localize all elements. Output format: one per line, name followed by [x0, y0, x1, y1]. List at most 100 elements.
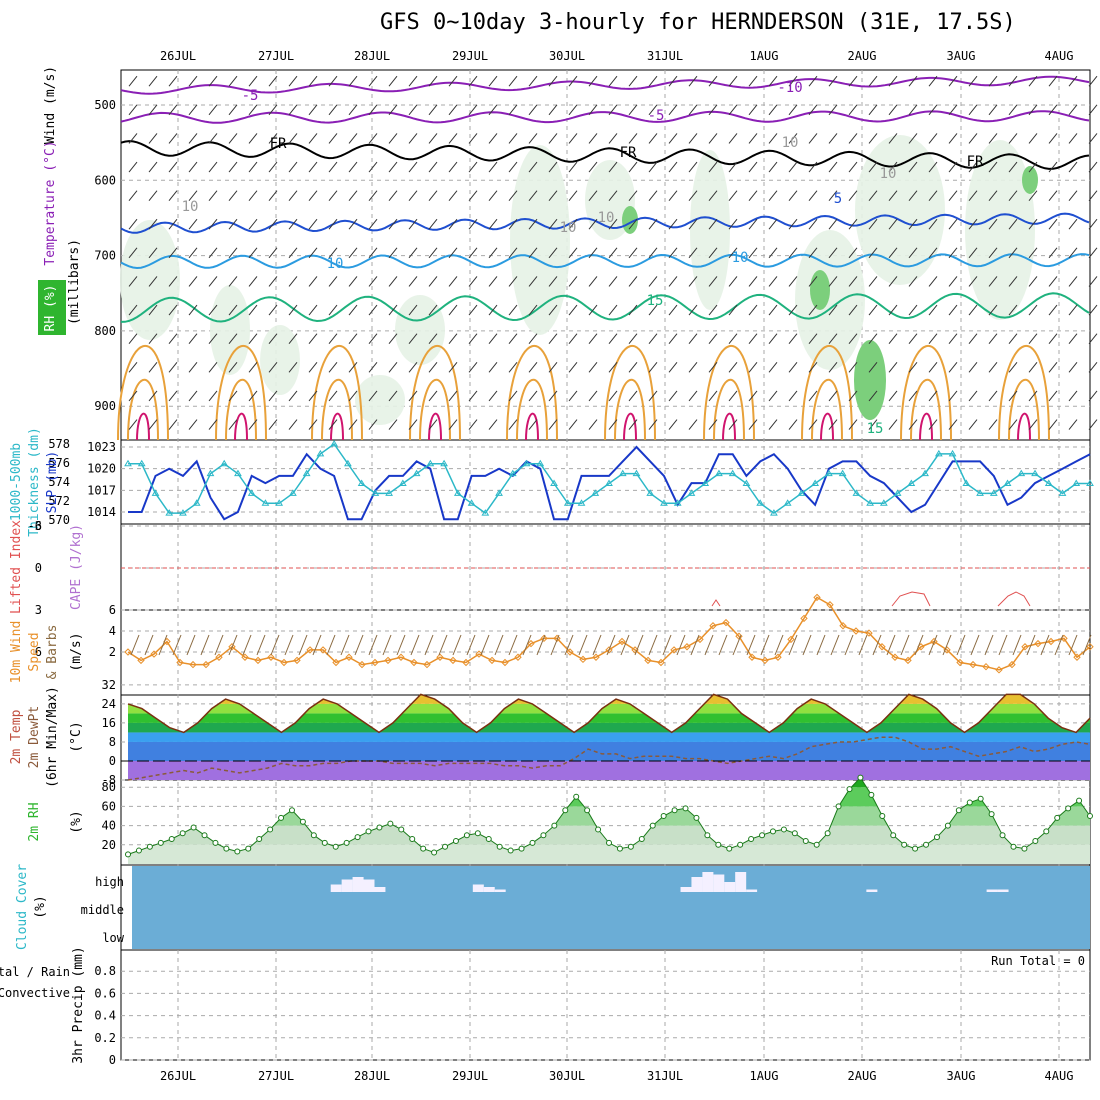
wind-barb	[148, 419, 158, 430]
wind-barb	[668, 161, 678, 173]
precip-tick: 0.6	[94, 986, 116, 1000]
wind-barb	[508, 161, 518, 173]
high-cloud-bar	[352, 877, 364, 892]
wind-speed-point	[865, 629, 873, 637]
wind-barb	[788, 104, 798, 116]
high-cloud-bar	[746, 889, 758, 892]
wind-barb	[1028, 333, 1038, 345]
wind-barb	[288, 333, 298, 345]
wind-barb	[708, 104, 718, 116]
wind-barb	[708, 276, 718, 287]
wind-barb	[928, 75, 938, 87]
surface-wind-barb	[844, 634, 854, 656]
wind-barb	[648, 362, 658, 373]
wind-barb	[588, 75, 598, 87]
wind-barb	[828, 133, 838, 144]
thickness-point	[220, 459, 229, 467]
wind-barb	[368, 104, 378, 116]
wind-barb	[1068, 419, 1078, 430]
wind-barb	[388, 161, 398, 173]
wind-barb	[168, 304, 178, 316]
wind-barb	[708, 75, 718, 87]
wind-barb	[968, 276, 978, 287]
wind-barb	[168, 247, 178, 259]
temp-band	[128, 761, 1090, 781]
rh-point	[748, 836, 755, 843]
wind-barb	[228, 276, 238, 287]
contour-label: -10	[777, 80, 802, 96]
pressure-axis-label: (millibars)	[67, 239, 82, 325]
wind-barb	[568, 75, 578, 87]
wind-barb	[868, 247, 878, 259]
surface-wind-barb	[606, 634, 616, 656]
wind-speed-point	[683, 643, 691, 651]
thickness-point	[632, 469, 641, 477]
wind-barb	[788, 362, 798, 373]
li-segment	[891, 591, 931, 607]
wind-barb	[148, 161, 158, 173]
pressure-tick: 900	[94, 399, 116, 413]
wind-barb	[1048, 276, 1058, 287]
rh-tick: 20	[102, 838, 116, 852]
rh-shading	[965, 140, 1035, 320]
precip-tick: 0.8	[94, 964, 116, 978]
thickness-point	[344, 459, 352, 467]
thickness-point	[357, 479, 366, 486]
rh-point	[868, 791, 875, 798]
wind-barb	[608, 304, 618, 316]
pressure-tick: 800	[94, 324, 116, 338]
precip-tick: 0.2	[94, 1031, 116, 1045]
temp-band	[128, 722, 1090, 733]
high-cloud-bar	[330, 884, 342, 892]
wind-barb	[588, 390, 598, 402]
wind-barb	[248, 190, 258, 201]
wind-barb	[628, 333, 638, 345]
thickness-point	[591, 489, 600, 496]
rh-point	[584, 807, 591, 814]
wind-barb	[428, 161, 438, 173]
wind-barb	[468, 161, 478, 173]
rh-point	[813, 841, 820, 848]
wind-barb	[988, 104, 998, 116]
chart-title: GFS 0~10day 3-hourly for HERNDERSON (31E…	[380, 10, 1016, 35]
wind-barb	[388, 133, 398, 144]
wind-barb	[1048, 362, 1058, 373]
wind-barb	[308, 190, 318, 201]
precip-panel	[120, 949, 1091, 1061]
wind-barb	[928, 304, 938, 316]
wind-barb	[368, 75, 378, 87]
wind-barb	[588, 419, 598, 430]
wind-speed-point	[514, 653, 522, 661]
temp-line	[127, 693, 1091, 734]
date-label-top: 4AUG	[1045, 49, 1074, 63]
wind-speed-point	[527, 639, 535, 648]
wind-barb	[468, 190, 478, 201]
wind-barb	[688, 362, 698, 373]
surface-wind-barb	[662, 634, 672, 656]
wind-barb	[908, 419, 918, 430]
wind-barb	[748, 104, 758, 116]
temp-units-axis-label: (°C)	[69, 721, 84, 752]
wind-barb	[988, 390, 998, 402]
wind-barb	[248, 161, 258, 173]
wind-barb	[168, 333, 178, 345]
thickness-tick: 578	[48, 437, 70, 451]
wind-barb	[428, 304, 438, 316]
temp-tick: -8	[102, 773, 116, 787]
thickness-point	[907, 479, 916, 486]
wind-barb	[408, 104, 418, 116]
wind-speed-point	[501, 658, 509, 667]
wind-barb	[308, 419, 318, 430]
thickness-point	[179, 509, 187, 516]
rh-shading	[260, 325, 300, 395]
wind-barb	[828, 190, 838, 201]
rh-point	[616, 845, 623, 852]
wind-barb	[948, 362, 958, 373]
wind-barb	[668, 333, 678, 345]
wind-barb	[908, 218, 918, 230]
wind-barb	[548, 276, 558, 287]
temp-contour-25	[516, 378, 548, 441]
surface-wind-barb	[830, 634, 840, 656]
wind-barb	[488, 333, 498, 345]
high-cloud-bar	[494, 889, 506, 892]
